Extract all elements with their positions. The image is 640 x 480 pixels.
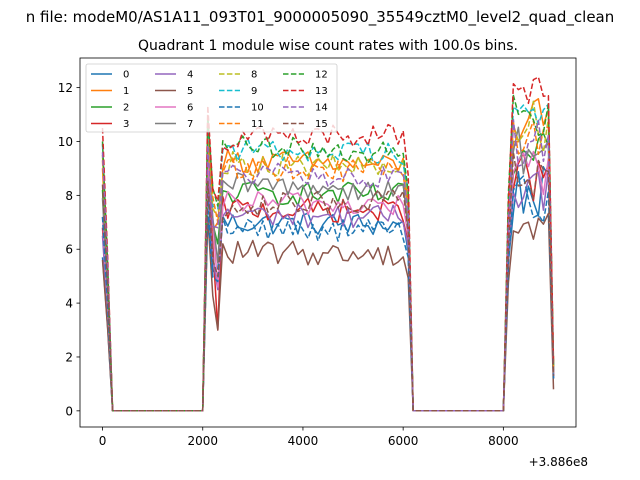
legend-label-12: 12 bbox=[315, 70, 328, 81]
series-line-3 bbox=[101, 152, 555, 412]
legend-label-3: 3 bbox=[123, 119, 129, 130]
series-line-7 bbox=[101, 126, 555, 412]
legend-label-10: 10 bbox=[251, 103, 264, 114]
legend-label-14: 14 bbox=[315, 103, 328, 114]
legend-label-5: 5 bbox=[187, 86, 193, 97]
series-line-4 bbox=[101, 170, 555, 412]
series-line-1 bbox=[101, 98, 555, 412]
series-line-8 bbox=[101, 100, 555, 412]
y-tick-label: 12 bbox=[58, 81, 73, 95]
legend-label-15: 15 bbox=[315, 119, 328, 130]
x-tick-label: 6000 bbox=[388, 434, 419, 448]
x-tick-label: 4000 bbox=[288, 434, 319, 448]
chart-title: Quadrant 1 module wise count rates with … bbox=[138, 38, 518, 54]
legend-label-2: 2 bbox=[123, 103, 129, 114]
axes-frame bbox=[79, 57, 577, 428]
y-tick-label: 8 bbox=[65, 189, 73, 203]
legend-label-8: 8 bbox=[251, 70, 257, 81]
legend-label-1: 1 bbox=[123, 86, 129, 97]
y-tick-label: 0 bbox=[65, 404, 73, 418]
legend-label-9: 9 bbox=[251, 86, 257, 97]
legend-label-7: 7 bbox=[187, 119, 193, 130]
legend-label-0: 0 bbox=[123, 70, 129, 81]
series-line-14 bbox=[101, 118, 555, 412]
legend-label-13: 13 bbox=[315, 86, 328, 97]
chart-suptitle: n file: modeM0/AS1A11_093T01_9000005090_… bbox=[26, 8, 615, 27]
series-line-5 bbox=[101, 212, 555, 412]
series-line-0 bbox=[101, 166, 555, 412]
x-tick-label: 8000 bbox=[488, 434, 519, 448]
legend-label-6: 6 bbox=[187, 103, 193, 114]
series-group bbox=[101, 76, 555, 412]
y-tick-label: 4 bbox=[65, 297, 73, 311]
legend-box bbox=[85, 63, 338, 133]
series-line-15 bbox=[101, 151, 555, 412]
legend-label-11: 11 bbox=[251, 119, 264, 130]
series-line-11 bbox=[101, 120, 555, 412]
y-tick-label: 10 bbox=[58, 135, 73, 149]
x-tick-label: 0 bbox=[99, 434, 107, 448]
series-line-9 bbox=[101, 103, 555, 412]
legend-label-4: 4 bbox=[187, 70, 193, 81]
plot-area: 0 2000 4000 6000 800002468101201234567891011… bbox=[58, 57, 577, 448]
y-tick-label: 2 bbox=[65, 350, 73, 364]
y-tick-label: 6 bbox=[65, 243, 73, 257]
x-offset-label: +3.886e8 bbox=[529, 455, 588, 469]
x-tick-label: 2000 bbox=[187, 434, 218, 448]
